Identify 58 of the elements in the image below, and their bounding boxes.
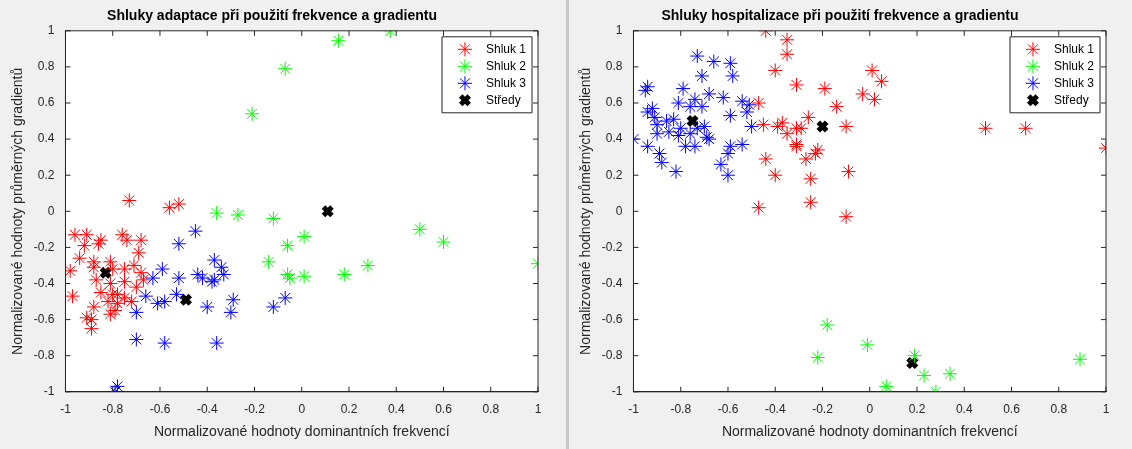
y-tick-label: -0.6 [601,311,623,326]
y-axis-title: Normalizované hodnoty průměrných gradientů [577,67,594,355]
y-tick-label: 0 [47,203,55,218]
x-axis-title: Normalizované hodnoty dominantních frekvencí [721,423,1018,440]
x-tick-label: 0 [298,402,306,417]
y-tick-label: 1 [47,23,55,38]
y-tick-label: -0.2 [33,239,55,254]
y-tick-label: 0.8 [605,59,623,74]
legend-label: Shluk 2 [485,58,527,73]
y-tick-label: 1 [615,23,623,38]
x-tick-label: 0.6 [435,402,453,417]
x-tick-label: -1 [628,402,640,417]
x-tick-label: -0.6 [149,402,171,417]
x-axis-title: Normalizované hodnoty dominantních frekvencí [153,423,450,440]
y-tick-label: 0.8 [37,59,55,74]
y-tick-label: -1 [43,384,55,399]
x-tick-label: -0.2 [244,402,266,417]
y-tick-label: -0.4 [33,275,55,290]
x-tick-label: 1 [1102,402,1110,417]
x-tick-label: 0.2 [908,402,926,417]
legend-label: Shluk 1 [485,41,527,56]
y-tick-label: -0.8 [601,348,623,363]
legend-label: Středy [485,92,521,107]
chart-title: Shluky adaptace při použití frekvence a gradientu [107,7,437,24]
x-tick-label: -0.8 [670,402,692,417]
y-tick-label: 0.4 [605,131,623,146]
x-tick-label: 0 [866,402,874,417]
legend-label: Shluk 3 [485,75,527,90]
y-tick-label: 0.6 [605,95,623,110]
legend-label: Středy [1053,92,1089,107]
y-axis-title: Normalizované hodnoty průměrných gradientů [9,67,26,355]
x-tick-label: -1 [60,402,72,417]
x-tick-label: -0.2 [812,402,834,417]
x-tick-label: 1 [534,402,542,417]
y-tick-label: 0.2 [37,167,55,182]
legend-label: Shluk 3 [1053,75,1095,90]
x-tick-label: 0.2 [340,402,358,417]
x-tick-label: 0.4 [387,402,405,417]
y-tick-label: -0.2 [601,239,623,254]
x-tick-label: 0.4 [955,402,973,417]
x-tick-label: -0.4 [196,402,218,417]
x-tick-label: 0.6 [1003,402,1021,417]
y-tick-label: -0.8 [33,348,55,363]
y-tick-label: -0.6 [33,311,55,326]
y-tick-label: 0.4 [37,131,55,146]
y-tick-label: 0.2 [605,167,623,182]
y-tick-label: 0.6 [37,95,55,110]
chart-title: Shluky hospitalizace při použití frekvence a gradientu [661,7,1019,24]
x-tick-label: -0.6 [717,402,739,417]
y-tick-label: -1 [611,384,623,399]
y-tick-label: -0.4 [601,275,623,290]
x-tick-label: 0.8 [1050,402,1068,417]
x-tick-label: -0.4 [764,402,786,417]
x-tick-label: -0.8 [102,402,124,417]
x-tick-label: 0.8 [482,402,500,417]
legend-label: Shluk 1 [1053,41,1095,56]
y-tick-label: 0 [615,203,623,218]
legend-label: Shluk 2 [1053,58,1095,73]
